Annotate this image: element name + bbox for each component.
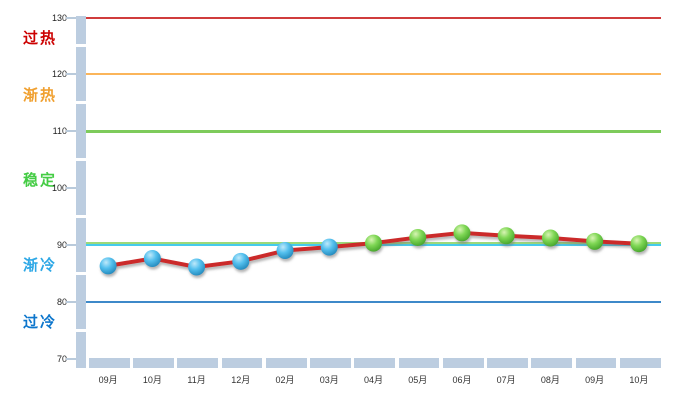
x-axis-bar-segment [398,358,440,368]
x-axis-bar-segment [221,358,263,368]
x-axis-bar-segment [442,358,484,368]
x-axis-bar-segment [531,358,573,368]
x-axis-label-9: 07月 [496,375,516,385]
data-point-5-03月[interactable] [320,238,338,256]
x-axis-bar-segment [487,358,528,368]
x-axis-bar-segment [177,358,219,368]
x-axis-label-2: 11月 [187,375,206,385]
data-point-0-09月[interactable] [99,257,117,275]
boundary-line-80 [86,300,661,303]
x-axis-label-8: 06月 [452,375,472,385]
x-axis-label-11: 09月 [585,375,605,385]
x-axis-bar-segment [575,358,617,368]
data-point-4-02月[interactable] [276,242,294,260]
x-axis-label-3: 12月 [231,375,251,385]
y-tick-label-80: 80 [56,296,67,307]
y-tick-mark-70 [66,357,76,360]
data-point-2-11月[interactable] [188,258,206,276]
zone-label-cooling: 渐冷 [22,257,57,275]
x-axis-bar-segment [310,358,351,368]
zone-label-overheated: 过热 [22,29,57,47]
y-axis-bar-segment [76,47,86,102]
data-point-8-06月[interactable] [453,224,471,242]
y-axis-bar-segment [76,161,86,215]
x-axis-label-1: 10月 [142,375,162,385]
zone-label-overcooled: 过冷 [22,314,57,332]
boundary-line-130 [86,16,661,19]
y-tick-label-130: 130 [51,12,67,23]
y-tick-label-110: 110 [52,126,67,137]
data-point-6-04月[interactable] [365,234,382,252]
y-axis-bar-segment [76,16,86,45]
y-tick-label-70: 70 [56,353,67,364]
data-point-1-10月[interactable] [143,249,161,267]
y-axis-bar-segment [76,217,86,272]
x-axis-label-10: 08月 [540,375,560,385]
data-point-12-10月[interactable] [630,235,648,253]
y-tick-mark-110 [66,130,76,133]
x-axis-bar-segment [354,358,396,368]
y-tick-mark-80 [66,300,76,303]
y-tick-label-90: 90 [56,239,67,250]
y-tick-mark-130 [66,16,76,19]
x-axis-bar-segment [89,358,130,368]
y-axis-bar-segment [76,331,86,368]
x-axis-bar-segment [133,358,174,368]
x-axis-label-6: 04月 [363,375,383,385]
data-point-10-08月[interactable] [541,229,559,247]
zone-label-stable: 稳定 [22,172,57,189]
x-axis-label-4: 02月 [275,375,295,385]
boundary-line-110 [86,129,661,133]
zone-label-warming: 渐热 [22,86,57,104]
x-axis-label-7: 05月 [408,375,428,385]
y-tick-mark-90 [66,243,76,246]
x-axis-label-12: 10月 [629,375,649,385]
data-point-7-05月[interactable] [409,228,427,246]
x-axis-label-5: 03月 [319,375,339,385]
y-tick-label-120: 120 [51,69,67,80]
boundary-line-120 [86,73,661,76]
x-axis-bar-segment [619,358,661,368]
data-point-11-09月[interactable] [586,232,604,250]
y-axis-bar-segment [76,104,86,159]
y-tick-label-100: 100 [51,183,67,193]
data-point-3-12月[interactable] [232,252,250,270]
axis-corner [76,358,86,368]
y-tick-mark-100 [66,187,76,189]
x-axis-label-0: 09月 [98,375,118,385]
y-tick-mark-120 [66,73,76,76]
y-axis-bar-segment [76,274,86,329]
x-axis-bar-segment [265,358,307,368]
data-point-9-07月[interactable] [497,227,515,245]
